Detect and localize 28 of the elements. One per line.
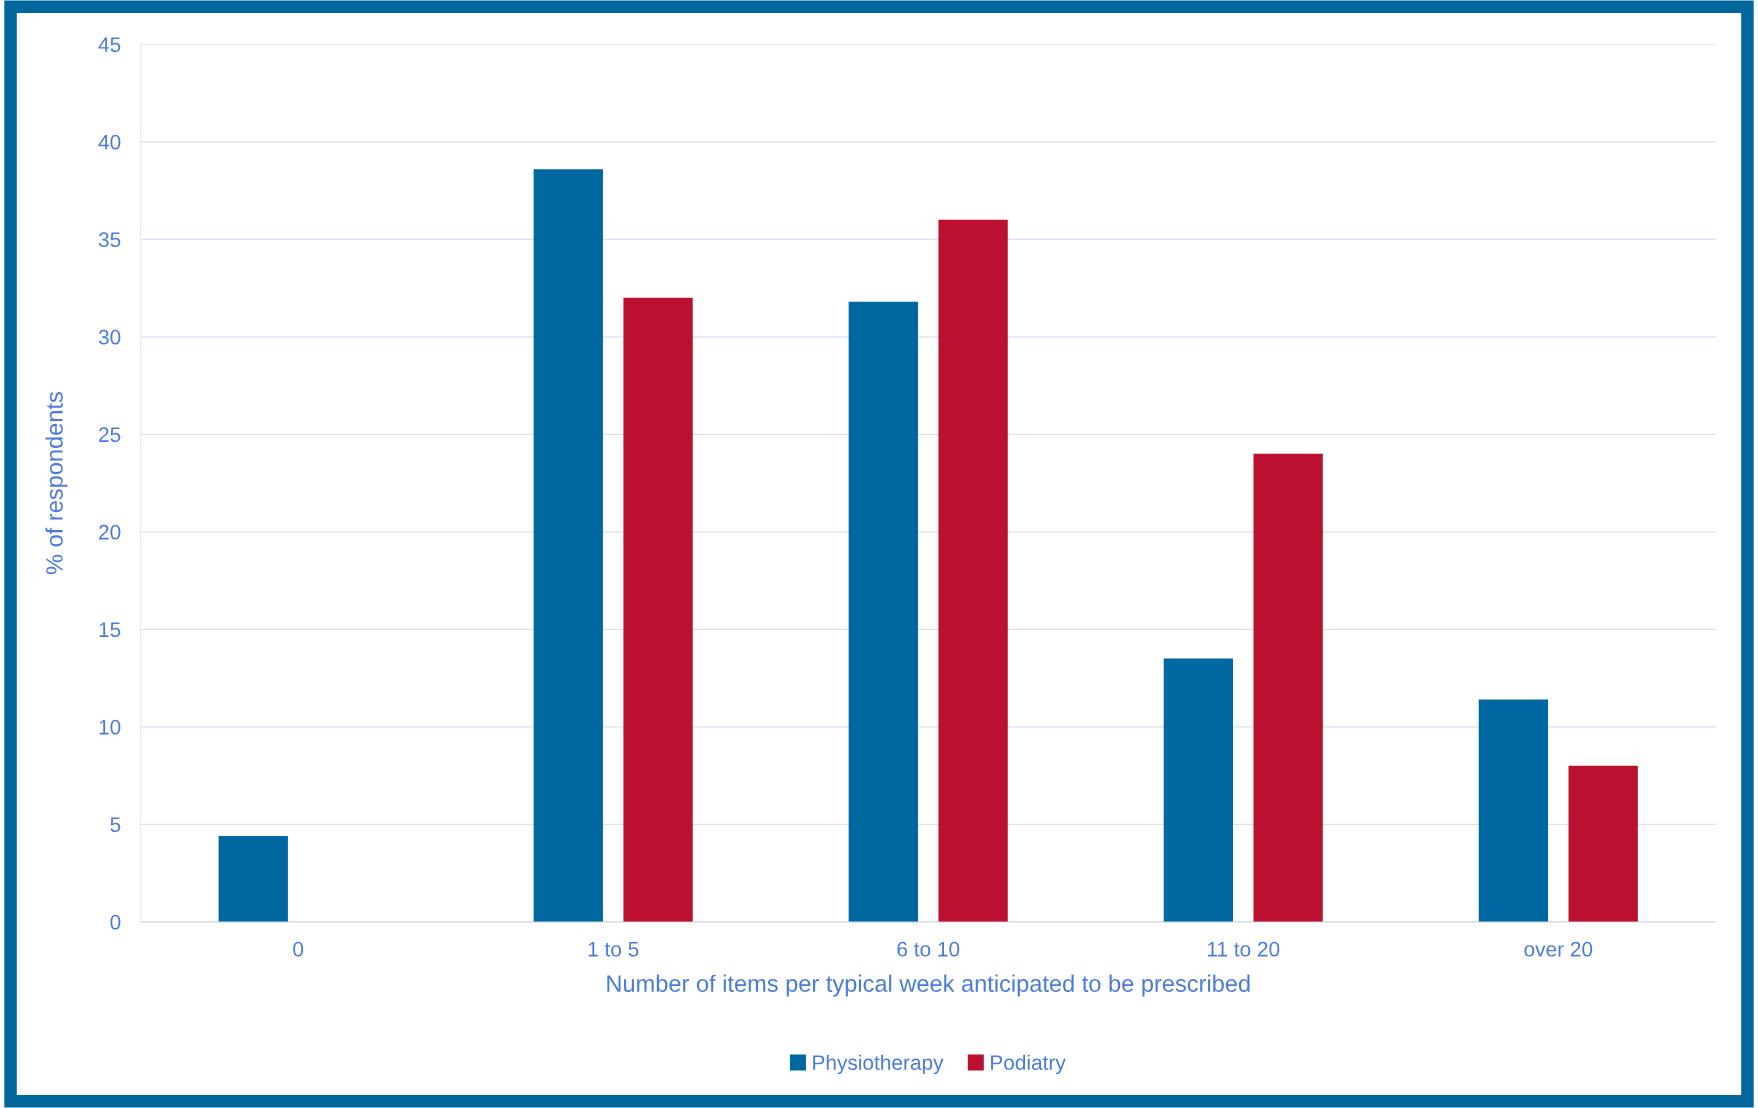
legend-label: Podiatry — [991, 1054, 1066, 1075]
y-tick-label: 40 — [98, 134, 121, 150]
y-tick-label: 30 — [98, 329, 121, 345]
bar — [1163, 658, 1234, 922]
bar — [1253, 453, 1323, 922]
x-tick-label: over 20 — [1524, 941, 1593, 957]
bar — [938, 219, 1008, 922]
bar — [848, 301, 918, 922]
y-tick-label: 10 — [99, 719, 121, 735]
legend-label: Physiotherapy — [813, 1054, 944, 1075]
bar — [218, 836, 288, 922]
y-tick-label: 45 — [98, 37, 121, 53]
y-tick-label: 20 — [99, 524, 121, 540]
bar — [623, 297, 693, 922]
x-tick-label: 1 to 5 — [588, 942, 639, 957]
y-tick-label: 35 — [98, 232, 121, 248]
y-tick-label: 25 — [99, 427, 121, 443]
x-axis-title: Number of items per typical week anticipated to be prescribed — [607, 974, 1250, 997]
y-tick-label: 5 — [110, 817, 121, 833]
bar — [1568, 765, 1638, 922]
x-tick-label: 6 to 10 — [897, 941, 960, 957]
bar — [1478, 699, 1549, 922]
y-tick-label: 0 — [110, 914, 121, 930]
y-tick-label: 15 — [99, 622, 121, 638]
x-tick-label: 0 — [293, 941, 304, 957]
y-axis-title: % of respondents — [45, 392, 68, 575]
bar — [533, 169, 603, 922]
x-tick-label: 11 to 20 — [1207, 941, 1280, 957]
